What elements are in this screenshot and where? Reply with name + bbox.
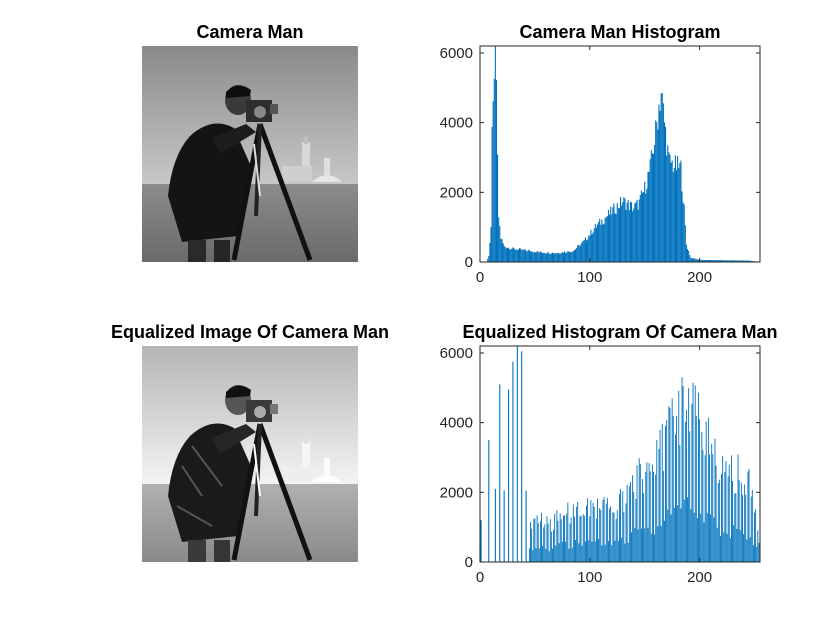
y-tick-label: 2000 — [440, 184, 473, 201]
cameraman-original-image — [142, 46, 358, 262]
cameraman-equalized-image — [142, 346, 358, 562]
equalized-image-title: Equalized Image Of Camera Man — [110, 322, 390, 342]
y-tick-label: 4000 — [440, 115, 473, 132]
original-histogram-title: Camera Man Histogram — [519, 22, 721, 42]
histogram-bars — [487, 46, 760, 262]
x-tick-label: 200 — [687, 269, 712, 286]
axes-box — [479, 45, 761, 263]
x-tick-label: 0 — [476, 269, 484, 286]
y-tick-label: 6000 — [440, 45, 473, 62]
equalized-histogram-title: Equalized Histogram Of Camera Man — [462, 322, 778, 342]
y-tick-label: 0 — [465, 254, 473, 271]
x-tick-label: 100 — [577, 269, 602, 286]
original-image-title: Camera Man — [196, 22, 304, 42]
